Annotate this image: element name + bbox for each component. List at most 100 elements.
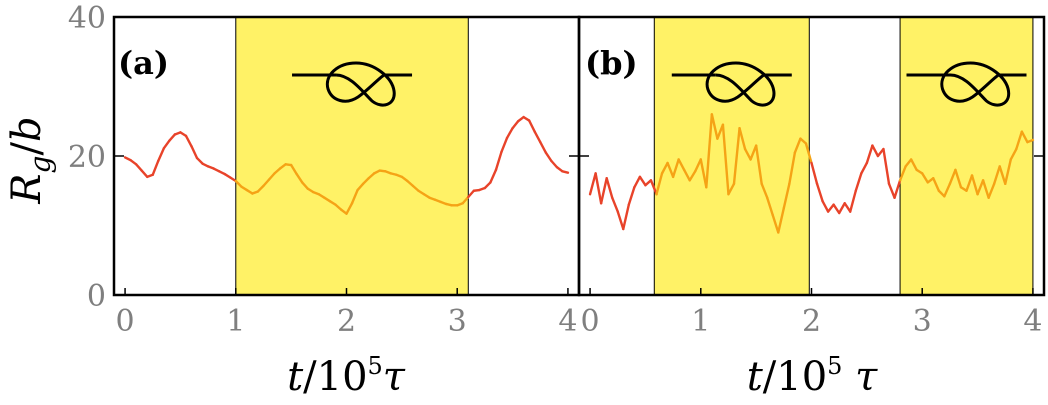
data-segment (948, 168, 957, 186)
data-segment (837, 202, 846, 215)
data-segment (134, 163, 143, 172)
knotted-bands-a (235, 16, 469, 296)
x-axis-label-a: t/105τ (287, 352, 406, 400)
x-tick-label: 2 (337, 304, 356, 339)
data-segment (954, 168, 963, 189)
data-segment (1009, 147, 1018, 161)
data-segment (992, 165, 1001, 186)
data-segment (539, 140, 547, 154)
data-segment (256, 184, 265, 193)
x-tick-label: 0 (581, 304, 600, 339)
data-segment (627, 186, 636, 206)
data-segment (367, 172, 376, 180)
data-segment (611, 196, 619, 213)
data-segment (887, 182, 896, 199)
data-segment (411, 184, 420, 192)
data-segment (489, 168, 498, 184)
y-tick-label: 0 (87, 279, 106, 314)
data-segment (909, 158, 918, 172)
data-segment (594, 172, 603, 205)
data-segment (727, 182, 736, 196)
data-segment (743, 147, 752, 161)
data-segment (882, 147, 891, 186)
x-tick-label: 4 (1023, 304, 1042, 339)
data-segment (721, 123, 730, 196)
data-segment (168, 133, 177, 142)
data-segment (273, 167, 282, 175)
data-segment (760, 182, 769, 199)
data-segment (262, 178, 271, 188)
data-segment (682, 168, 691, 182)
data-segment (140, 169, 149, 179)
data-segment (599, 177, 608, 205)
data-segment (699, 158, 708, 189)
x-axis-label-b: t/105 τ (747, 352, 878, 400)
data-segment (677, 158, 686, 172)
data-segment (361, 177, 370, 186)
data-segment (754, 144, 763, 186)
data-segment (633, 175, 642, 189)
data-segment (550, 159, 559, 169)
data-segment (544, 151, 553, 163)
data-segment (655, 172, 664, 196)
data-segment (289, 163, 298, 176)
data-segment (921, 172, 929, 184)
data-segment (821, 199, 830, 213)
data-segment (815, 182, 824, 203)
data-segment (705, 113, 714, 189)
y-tick-labels: 0 20 40 (68, 1, 106, 314)
data-segment (1026, 138, 1035, 144)
data-segment (1004, 158, 1012, 186)
data-segment (810, 161, 819, 186)
data-segment (350, 188, 359, 205)
data-segment (732, 126, 741, 186)
data-segment (871, 144, 880, 158)
data-segment (987, 182, 996, 199)
data-segment (843, 202, 852, 213)
data-segment (782, 182, 791, 210)
data-segment (826, 203, 835, 213)
data-segment (777, 206, 786, 234)
data-segment (832, 203, 841, 215)
y-axis-label: Rg/b (4, 116, 57, 204)
data-segment (660, 161, 669, 175)
data-segment (1020, 130, 1029, 144)
data-segment (904, 158, 913, 168)
data-segment (649, 179, 658, 196)
knotted-bands-b (653, 16, 1034, 296)
data-segment (860, 161, 869, 175)
data-segment (301, 181, 309, 190)
data-segment (771, 213, 780, 234)
x-tick-label: 3 (913, 304, 932, 339)
series-lines-b (588, 113, 1035, 234)
data-segment (849, 189, 857, 213)
data-segment (738, 126, 747, 151)
panel-b: (b) (577, 15, 1046, 297)
panel-a-label: (a) (118, 44, 169, 82)
data-segment (749, 144, 758, 161)
data-segment (865, 144, 874, 165)
data-segment (788, 151, 797, 186)
x-tick-label: 2 (802, 304, 821, 339)
data-segment (511, 120, 520, 130)
data-segment (151, 159, 160, 176)
data-segment (467, 189, 476, 199)
data-segment (561, 170, 570, 174)
data-segment (483, 181, 492, 190)
data-segment (500, 136, 509, 154)
data-segment (998, 165, 1007, 186)
data-segment (898, 165, 907, 182)
y-tick-label: 20 (68, 140, 106, 175)
data-segment (666, 161, 675, 179)
data-segment (671, 158, 680, 179)
data-segment (943, 182, 952, 198)
data-segment (157, 147, 166, 163)
data-segment (184, 134, 193, 148)
data-segment (854, 172, 863, 192)
data-segment (622, 203, 631, 231)
data-segment (932, 177, 941, 192)
knotted-band (653, 16, 810, 296)
data-segment (766, 196, 774, 217)
